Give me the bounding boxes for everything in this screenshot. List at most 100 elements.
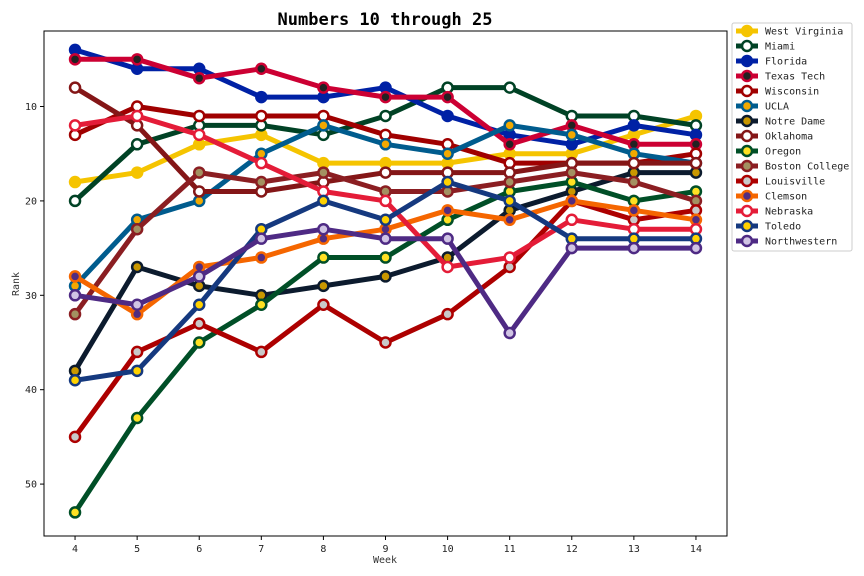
legend-swatch-marker [740, 144, 754, 158]
legend-label: Florida [765, 57, 807, 68]
y-tick-label: 40 [25, 385, 37, 396]
data-point [192, 166, 206, 179]
data-point [130, 138, 144, 151]
data-point [192, 185, 206, 198]
legend-item: Louisville [736, 174, 825, 188]
data-point [130, 53, 144, 66]
data-point [441, 147, 454, 160]
series-texas-tech [68, 53, 703, 151]
legend-item: West Virginia [736, 24, 843, 38]
data-point [68, 119, 82, 132]
data-point [317, 81, 330, 94]
legend-label: Oregon [765, 147, 801, 158]
legend-label: Wisconsin [765, 87, 819, 98]
data-point [565, 194, 579, 208]
data-point [317, 222, 330, 236]
legend-label: Northwestern [765, 237, 837, 248]
legend-label: Louisville [765, 177, 825, 188]
data-point [130, 260, 144, 274]
data-point [317, 166, 330, 179]
x-tick-label: 12 [566, 544, 578, 555]
legend-swatch-marker [740, 174, 754, 188]
data-point [503, 138, 516, 151]
legend-item: UCLA [736, 99, 789, 113]
x-axis: 4 5 6 7 8 9 10 11 12 13 14 [72, 536, 702, 555]
x-tick-label: 4 [72, 544, 78, 555]
data-point [379, 251, 392, 264]
data-point [379, 90, 392, 104]
data-point [317, 251, 330, 264]
data-point [255, 345, 268, 359]
legend-swatch-marker [740, 84, 754, 98]
legend-swatch-marker [740, 69, 754, 83]
legend-label: West Virginia [765, 27, 843, 38]
data-point [379, 232, 392, 245]
chart-title: Numbers 10 through 25 [278, 10, 493, 30]
legend-swatch-marker [740, 234, 754, 248]
data-point [68, 270, 82, 283]
legend-swatch-marker [740, 159, 754, 173]
data-point [503, 175, 516, 189]
legend-label: Clemson [765, 192, 807, 203]
legend-label: Nebraska [765, 207, 813, 218]
legend-item: Clemson [736, 189, 807, 203]
data-point [130, 166, 144, 179]
data-point [68, 175, 82, 189]
data-point [441, 232, 454, 245]
y-tick-label: 20 [25, 196, 37, 207]
data-point [255, 232, 268, 245]
data-point [130, 364, 144, 378]
data-point [503, 251, 516, 264]
data-point [68, 289, 82, 302]
x-tick-label: 14 [690, 544, 702, 555]
data-point [192, 317, 206, 330]
data-point [68, 81, 82, 94]
legend-swatch-marker [740, 114, 754, 128]
data-point [379, 336, 392, 349]
data-point [565, 241, 579, 255]
data-point [68, 194, 82, 208]
legend-swatch-marker [740, 189, 754, 203]
legend-swatch-marker [740, 99, 754, 113]
legend-label: Oklahoma [765, 132, 813, 143]
data-point [192, 336, 206, 349]
legend-item: Toledo [736, 219, 801, 233]
legend-item: Nebraska [736, 204, 813, 218]
data-point [130, 411, 144, 425]
data-point [503, 194, 516, 208]
data-point [192, 128, 206, 142]
legend-item: Oregon [736, 144, 801, 158]
series-clemson [68, 194, 703, 321]
x-tick-label: 7 [258, 544, 264, 555]
data-point [503, 81, 516, 94]
legend-swatch-marker [740, 129, 754, 143]
legend-item: Northwestern [736, 234, 837, 248]
series-layer [68, 43, 703, 519]
data-point [627, 156, 641, 170]
data-point [441, 204, 454, 217]
legend-swatch-marker [740, 219, 754, 233]
series-ucla [68, 119, 703, 293]
y-tick-label: 30 [25, 291, 37, 302]
data-point [379, 138, 392, 151]
legend-item: Miami [736, 39, 795, 53]
legend-swatch-marker [740, 39, 754, 53]
legend-label: Boston College [765, 162, 849, 173]
legend-item: Notre Dame [736, 114, 825, 128]
data-point [379, 213, 392, 227]
data-point [192, 109, 206, 123]
data-point [565, 128, 579, 142]
legend-label: Notre Dame [765, 117, 825, 128]
data-point [441, 260, 454, 274]
data-point [379, 194, 392, 208]
x-tick-label: 6 [196, 544, 202, 555]
data-point [68, 374, 82, 387]
data-point [565, 213, 579, 227]
data-point [689, 241, 703, 255]
x-tick-label: 10 [442, 544, 454, 555]
legend-item: Florida [736, 54, 807, 68]
data-point [441, 90, 454, 104]
data-point [441, 307, 454, 321]
data-point [68, 53, 82, 66]
